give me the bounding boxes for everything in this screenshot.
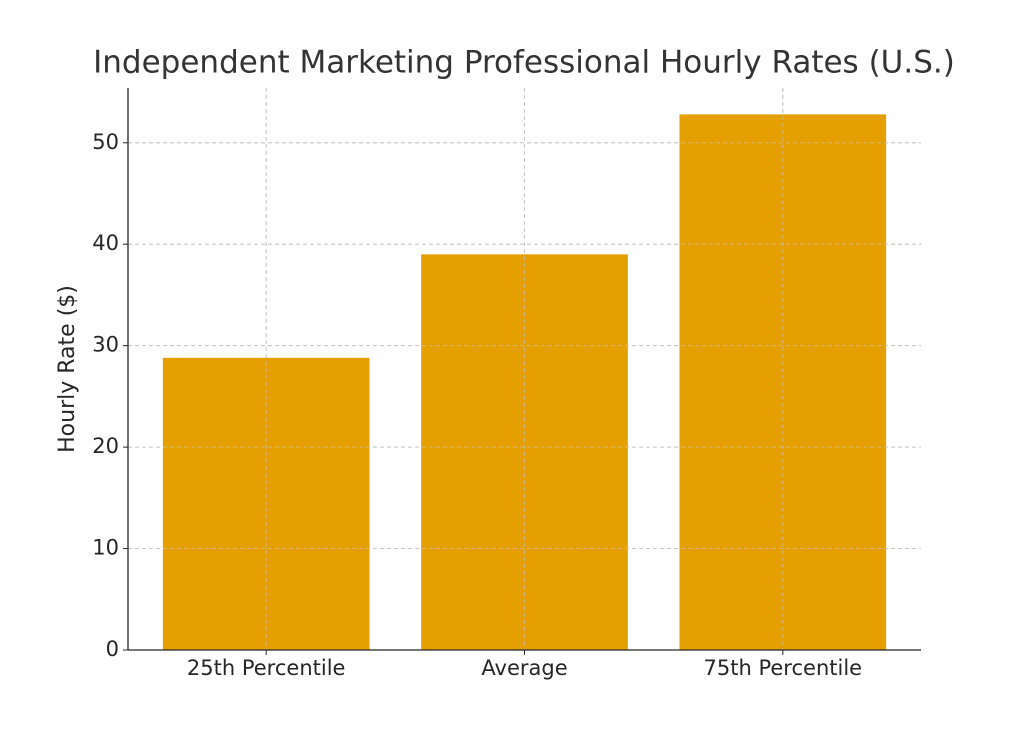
y-tick-label: 30 — [92, 333, 119, 357]
y-tick-label: 10 — [92, 536, 119, 560]
y-tick-label: 20 — [92, 434, 119, 458]
y-tick-label: 40 — [92, 231, 119, 255]
chart-title: Independent Marketing Professional Hourl… — [93, 45, 955, 81]
y-tick-label: 0 — [106, 637, 119, 661]
x-tick-label: 75th Percentile — [704, 656, 863, 680]
x-tick-label: Average — [481, 656, 567, 680]
y-axis-label: Hourly Rate ($) — [55, 285, 80, 453]
y-tick-label: 50 — [92, 130, 119, 154]
x-tick-label: 25th Percentile — [187, 656, 346, 680]
